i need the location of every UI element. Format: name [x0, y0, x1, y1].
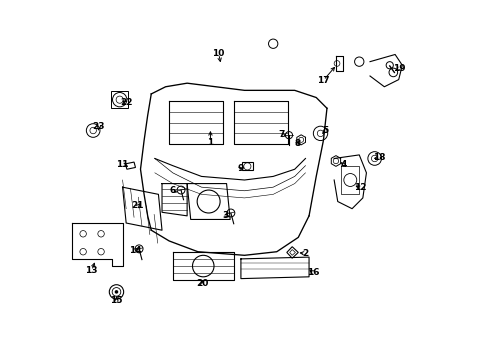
- Text: 18: 18: [372, 153, 385, 162]
- Text: 10: 10: [212, 49, 224, 58]
- Text: 5: 5: [322, 126, 328, 135]
- Text: 20: 20: [196, 279, 208, 288]
- Text: 13: 13: [85, 266, 98, 275]
- Text: 9: 9: [237, 164, 244, 173]
- Text: 2: 2: [302, 249, 308, 258]
- Text: 11: 11: [116, 160, 128, 169]
- Text: 21: 21: [131, 201, 144, 210]
- Text: 8: 8: [294, 139, 300, 148]
- Text: 22: 22: [120, 98, 132, 107]
- Text: 1: 1: [207, 138, 213, 147]
- Text: 12: 12: [353, 183, 366, 192]
- Text: 16: 16: [306, 268, 319, 277]
- Circle shape: [115, 290, 118, 294]
- Bar: [241, 162, 253, 170]
- Text: 7: 7: [278, 130, 285, 139]
- Text: 19: 19: [392, 64, 405, 73]
- Text: 15: 15: [110, 296, 122, 305]
- Text: 6: 6: [169, 186, 176, 195]
- Bar: [111, 91, 128, 108]
- Text: 14: 14: [128, 246, 141, 255]
- Text: 3: 3: [222, 211, 228, 220]
- Text: 4: 4: [340, 160, 346, 169]
- Text: 17: 17: [316, 76, 329, 85]
- Text: 23: 23: [92, 122, 105, 131]
